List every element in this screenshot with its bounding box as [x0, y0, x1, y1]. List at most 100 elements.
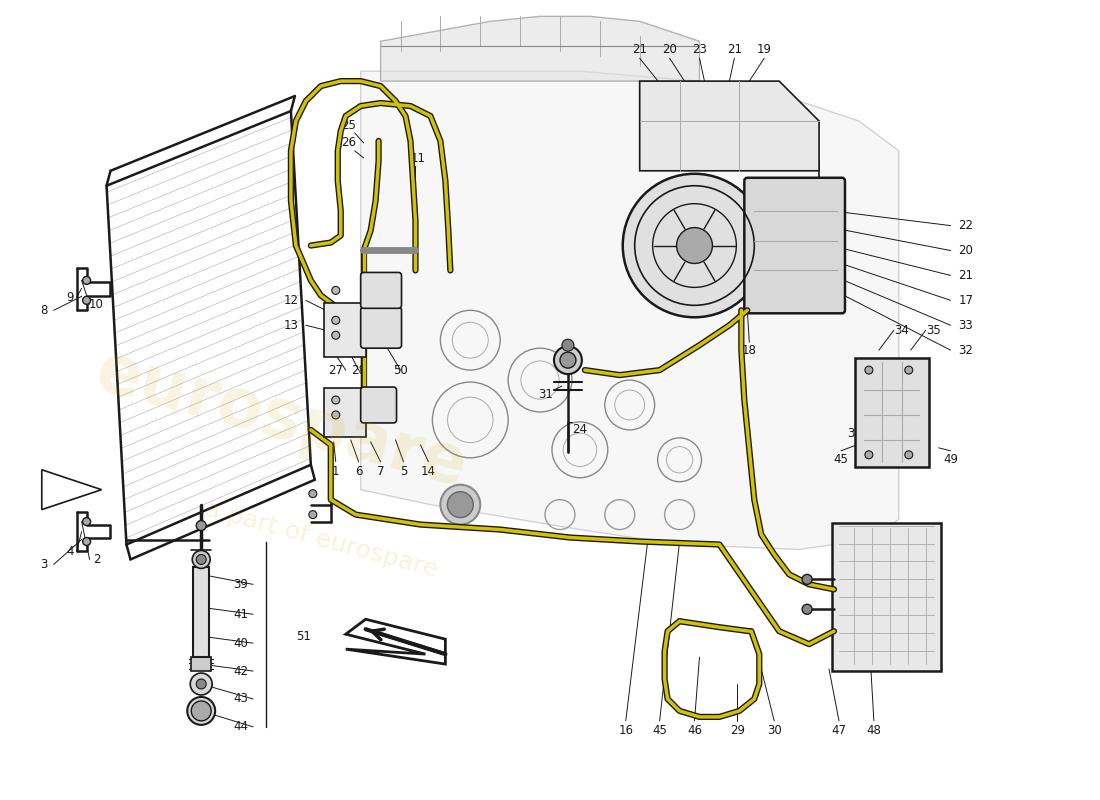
Circle shape — [332, 316, 340, 324]
Circle shape — [623, 174, 767, 318]
Text: 45: 45 — [834, 454, 848, 466]
Circle shape — [676, 228, 713, 263]
Text: 15: 15 — [561, 344, 575, 357]
FancyBboxPatch shape — [745, 178, 845, 314]
Text: 5: 5 — [399, 466, 407, 478]
Circle shape — [371, 247, 378, 254]
Circle shape — [332, 411, 340, 419]
Circle shape — [440, 485, 481, 525]
Text: 29: 29 — [729, 724, 745, 738]
FancyBboxPatch shape — [855, 358, 928, 466]
Circle shape — [560, 352, 576, 368]
Circle shape — [365, 247, 373, 254]
Text: 25: 25 — [341, 119, 356, 133]
FancyBboxPatch shape — [832, 522, 940, 671]
Text: 12: 12 — [284, 294, 298, 307]
Circle shape — [360, 247, 367, 254]
Text: 21: 21 — [958, 269, 974, 282]
Text: 47: 47 — [832, 724, 847, 738]
Circle shape — [82, 518, 90, 526]
Circle shape — [562, 339, 574, 351]
Circle shape — [404, 247, 410, 254]
Text: 16: 16 — [618, 724, 634, 738]
Circle shape — [387, 247, 395, 254]
Text: 14: 14 — [421, 466, 436, 478]
Text: 31: 31 — [539, 387, 553, 401]
Circle shape — [187, 697, 216, 725]
Text: 27: 27 — [328, 364, 343, 377]
Text: 20: 20 — [958, 244, 974, 257]
Text: 42: 42 — [233, 665, 249, 678]
Text: 1: 1 — [332, 466, 340, 478]
Circle shape — [192, 550, 210, 569]
Circle shape — [82, 277, 90, 285]
Circle shape — [374, 247, 381, 254]
Circle shape — [196, 554, 206, 565]
Text: 3: 3 — [40, 558, 47, 571]
FancyBboxPatch shape — [191, 657, 211, 671]
Circle shape — [396, 247, 403, 254]
Circle shape — [332, 286, 340, 294]
Text: 10: 10 — [89, 298, 104, 311]
Text: 11: 11 — [411, 152, 426, 166]
Circle shape — [398, 247, 405, 254]
Text: 40: 40 — [233, 637, 249, 650]
Text: a part of eurospare: a part of eurospare — [201, 497, 440, 582]
Text: 2: 2 — [92, 553, 100, 566]
Circle shape — [82, 538, 90, 546]
Text: 26: 26 — [913, 454, 928, 466]
Text: 26: 26 — [341, 136, 356, 150]
Text: 45: 45 — [652, 724, 667, 738]
FancyBboxPatch shape — [361, 387, 396, 423]
Polygon shape — [361, 71, 899, 550]
FancyBboxPatch shape — [361, 273, 402, 308]
Circle shape — [196, 679, 206, 689]
Circle shape — [905, 366, 913, 374]
Text: 4: 4 — [66, 545, 74, 558]
Circle shape — [309, 510, 317, 518]
Circle shape — [407, 247, 414, 254]
Circle shape — [196, 521, 206, 530]
Text: 22: 22 — [958, 219, 974, 232]
Circle shape — [190, 673, 212, 695]
Text: 44: 44 — [233, 720, 249, 734]
Circle shape — [448, 492, 473, 518]
Circle shape — [393, 247, 400, 254]
Circle shape — [191, 701, 211, 721]
Text: 37: 37 — [900, 427, 914, 440]
Text: 25: 25 — [888, 454, 902, 466]
Text: 19: 19 — [757, 42, 772, 56]
Text: 17: 17 — [958, 294, 974, 307]
Circle shape — [865, 451, 873, 458]
Text: 36: 36 — [847, 427, 862, 440]
Circle shape — [385, 247, 392, 254]
FancyBboxPatch shape — [361, 307, 402, 348]
Text: 9: 9 — [66, 291, 74, 304]
Text: 51: 51 — [296, 630, 311, 642]
Text: 33: 33 — [958, 318, 974, 332]
Text: 43: 43 — [233, 693, 249, 706]
Circle shape — [82, 296, 90, 304]
Text: 8: 8 — [40, 304, 47, 317]
Text: 38: 38 — [873, 427, 888, 440]
Circle shape — [905, 451, 913, 458]
Text: 41: 41 — [233, 608, 249, 621]
Polygon shape — [381, 16, 700, 81]
Text: 23: 23 — [692, 42, 707, 56]
Circle shape — [309, 490, 317, 498]
Text: eurospare: eurospare — [88, 338, 474, 502]
Circle shape — [802, 574, 812, 584]
Text: 28: 28 — [351, 364, 366, 377]
Circle shape — [376, 247, 384, 254]
Text: 13: 13 — [284, 318, 298, 332]
Circle shape — [368, 247, 375, 254]
Circle shape — [409, 247, 416, 254]
Circle shape — [390, 247, 397, 254]
Circle shape — [379, 247, 386, 254]
Text: 24: 24 — [572, 423, 587, 436]
Text: 46: 46 — [860, 454, 876, 466]
Circle shape — [412, 247, 419, 254]
Text: 34: 34 — [894, 324, 910, 337]
Circle shape — [802, 604, 812, 614]
Text: 46: 46 — [688, 724, 702, 738]
